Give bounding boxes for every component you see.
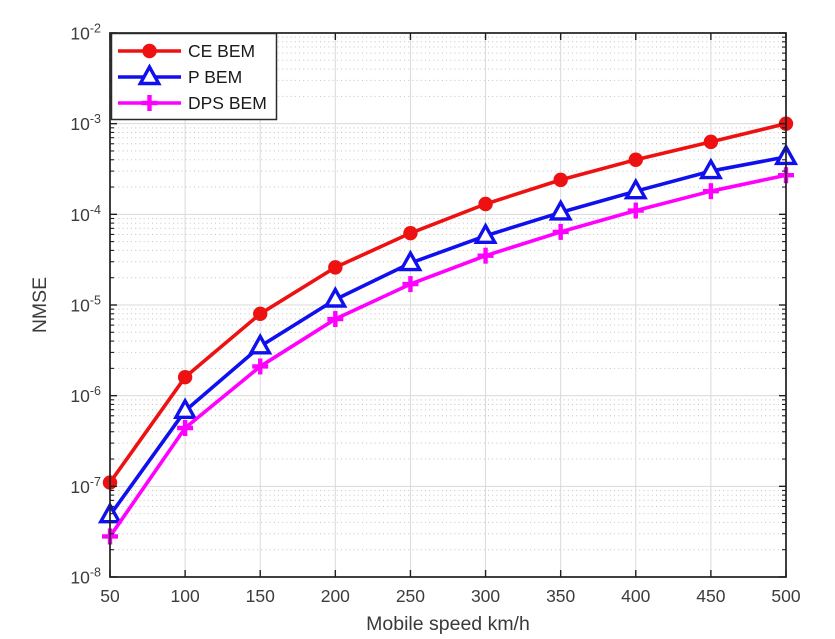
series-dps-bem	[102, 167, 794, 545]
legend-label-ce-bem: CE BEM	[188, 41, 255, 61]
x-tick-label: 450	[696, 586, 725, 606]
marker-triangle	[623, 177, 648, 200]
x-tick-label: 300	[471, 586, 500, 606]
y-axis-label: NMSE	[29, 277, 51, 333]
x-tick-label: 400	[621, 586, 650, 606]
series-line-p-bem	[108, 155, 788, 518]
x-tick-label: 200	[321, 586, 350, 606]
legend: CE BEM P BEM DPS BEM	[110, 32, 278, 121]
legend-entry-ce-bem: CE BEM	[118, 41, 255, 61]
series-p-bem	[97, 143, 799, 524]
x-tick-label: 150	[246, 586, 275, 606]
y-tick-label: 10-3	[70, 112, 101, 134]
marker-triangle	[473, 222, 498, 244]
x-tick-label: 350	[546, 586, 575, 606]
x-tick-label: 500	[771, 586, 800, 606]
marker-triangle	[173, 397, 198, 420]
marker-circle	[403, 225, 418, 241]
marker-circle	[253, 306, 268, 321]
x-tick-label: 250	[396, 586, 425, 606]
x-tick-label: 50	[100, 586, 120, 606]
series-line-dps-bem	[108, 173, 788, 539]
y-tick-label: 10-4	[70, 203, 101, 225]
legend-entry-p-bem: P BEM	[118, 63, 242, 87]
marker-triangle	[137, 63, 162, 86]
y-tick-label: 10-6	[70, 384, 101, 406]
marker-circle	[703, 134, 719, 150]
marker-circle	[553, 172, 568, 188]
marker-triangle	[248, 332, 273, 355]
marker-circle	[628, 152, 643, 167]
marker-triangle	[698, 157, 723, 180]
marker-triangle	[398, 249, 423, 272]
marker-triangle	[323, 286, 348, 308]
x-axis-label: Mobile speed km/h	[366, 613, 530, 635]
y-tick-label: 10-2	[70, 22, 101, 44]
y-tick-label: 10-7	[70, 475, 101, 497]
legend-label-dps-bem: DPS BEM	[188, 93, 267, 113]
legend-entry-dps-bem: DPS BEM	[118, 93, 267, 113]
marker-circle	[328, 260, 343, 275]
series-line-ce-bem	[108, 121, 788, 485]
y-tick-label: 10-8	[70, 566, 101, 588]
legend-label-p-bem: P BEM	[188, 67, 242, 87]
x-tick-label: 100	[171, 586, 200, 606]
marker-circle	[142, 43, 157, 59]
marker-triangle	[548, 198, 573, 221]
marker-circle	[177, 369, 193, 385]
plot-area: 50 100 150 200 250 300 350 400 450 500 10-2 10-3 10-…	[70, 22, 800, 607]
y-tick-label: 10-5	[70, 294, 101, 316]
series-ce-bem	[102, 116, 794, 490]
marker-circle	[478, 196, 493, 212]
